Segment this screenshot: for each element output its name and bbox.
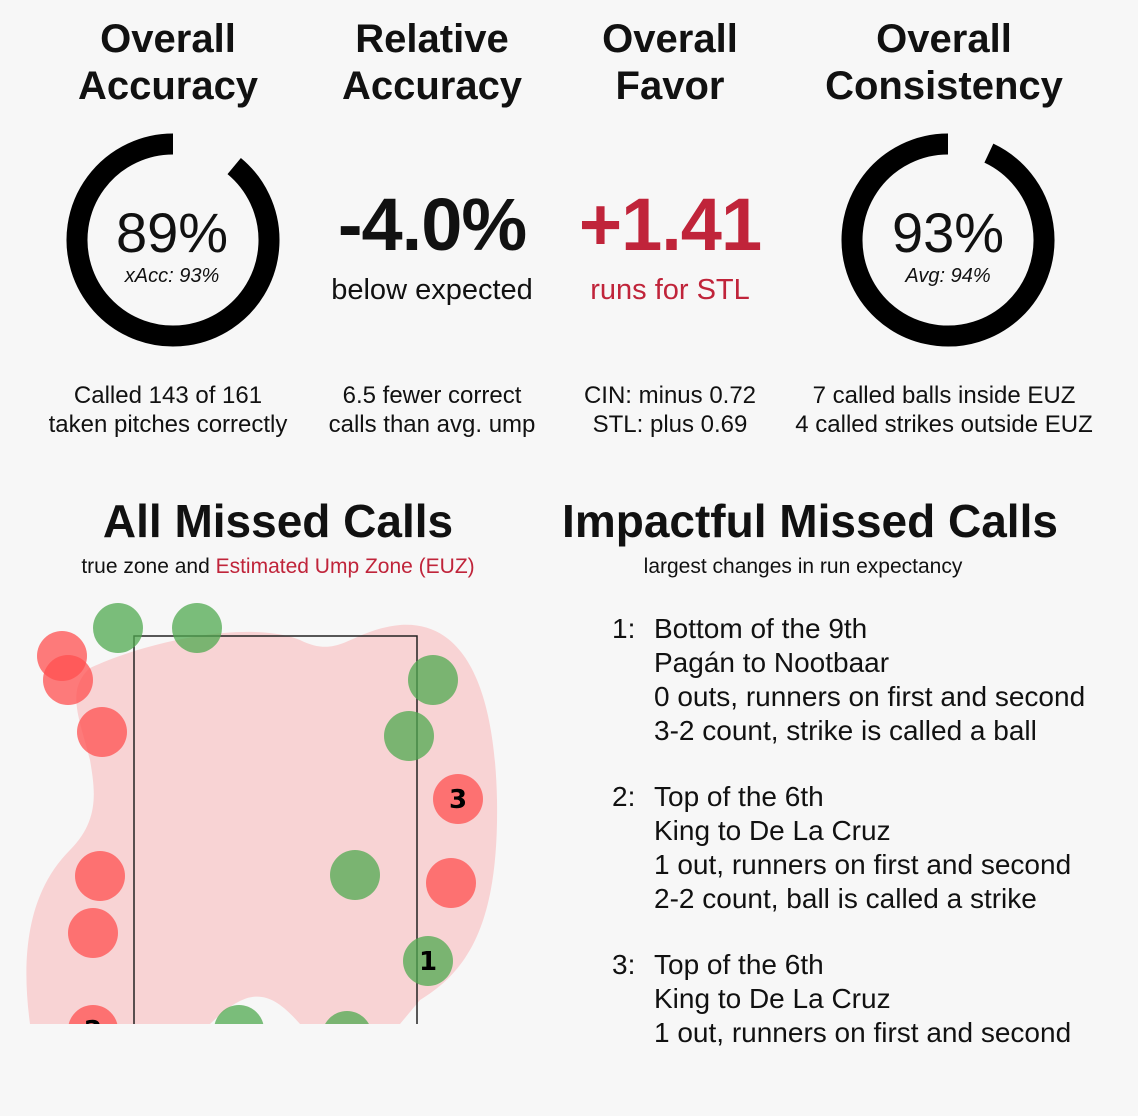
accuracy-ring [66, 133, 280, 347]
stat-sub: runs for STL [590, 274, 750, 306]
missed-ball-point [426, 858, 476, 908]
missed-ball-point [433, 774, 483, 824]
point-label: 3 [449, 785, 467, 815]
impactful-call-item: 1: Bottom of the 9th Pagán to Nootbaar 0 ou… [612, 613, 1086, 746]
missed-calls-title: All Missed Calls [102, 495, 454, 547]
missed-strike-point [172, 603, 222, 653]
stat-sub: Avg: 94% [905, 265, 991, 287]
stat-title: Overall Consistency [825, 17, 1063, 108]
impactful-calls-list: 1: Bottom of the 9th Pagán to Nootbaar 0 ou… [612, 612, 1085, 1116]
stat-title: Overall Accuracy [77, 17, 259, 108]
missed-strike-point [325, 1011, 369, 1024]
stat-value: 89% [115, 201, 229, 264]
stat-title: Relative Accuracy [341, 17, 523, 108]
stat-value: 93% [891, 201, 1005, 264]
impactful-call-item: 2: Top of the 6th King to De La Cruz 1 out,… [612, 781, 1072, 914]
impactful-call-item: 3: Top of the 6th King to De La Cruz 1 out,… [612, 949, 1072, 1048]
graphics: 1 3 2 [26, 133, 1055, 1024]
point-label: 2 [84, 1016, 102, 1024]
missed-ball-point [68, 1005, 118, 1024]
missed-strike-point [403, 936, 453, 986]
consistency-ring [841, 133, 1055, 347]
estimated-ump-zone [26, 624, 498, 1024]
stat-footnote: 6.5 fewer correct calls than avg. ump [328, 382, 536, 438]
missed-ball-point [68, 908, 118, 958]
stat-footnote: Called 143 of 161 taken pitches correctly [48, 382, 288, 438]
missed-ball-point [43, 655, 93, 705]
stat-footnote: 7 called balls inside EUZ 4 called strike… [795, 382, 1093, 438]
strike-zone [133, 635, 418, 1024]
missed-ball-point [75, 851, 125, 901]
stat-sub: xAcc: 93% [124, 265, 220, 287]
impactful-calls-title: Impactful Missed Calls [562, 495, 1058, 547]
stat-footnote: CIN: minus 0.72 STL: plus 0.69 [583, 382, 757, 438]
true-zone-label: true zone and [81, 555, 216, 578]
stat-sub: below expected [331, 274, 533, 306]
missed-strike-point [93, 603, 143, 653]
missed-strike-point [330, 850, 380, 900]
missed-strike-point [214, 1005, 264, 1024]
missed-strike-point [384, 711, 434, 761]
euz-label: Estimated Ump Zone (EUZ) [215, 555, 475, 578]
impactful-calls-subtitle: largest changes in run expectancy [643, 555, 963, 578]
point-label: 1 [419, 947, 437, 977]
stat-title: Overall Favor [602, 17, 738, 108]
stat-value: -4.0% [337, 183, 527, 266]
missed-strike-point [408, 655, 458, 705]
missed-calls-subtitle: true zone and Estimated Ump Zone (EUZ) [81, 555, 474, 579]
missed-ball-point [77, 707, 127, 757]
stat-value: +1.41 [578, 183, 762, 266]
